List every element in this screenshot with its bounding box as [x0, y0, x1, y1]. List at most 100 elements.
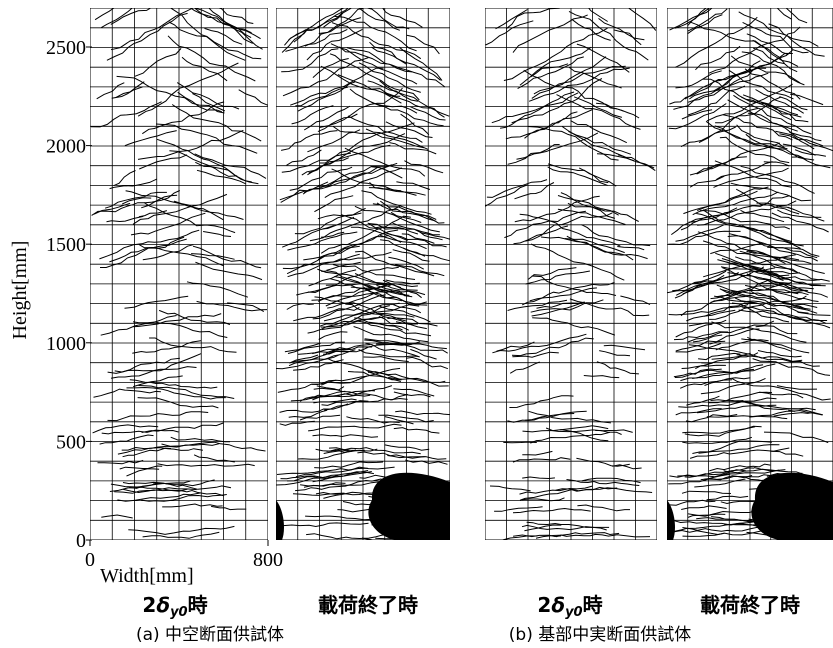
- crack: [167, 0, 253, 43]
- crack: [506, 112, 578, 139]
- crack: [509, 396, 573, 408]
- crack: [715, 161, 792, 188]
- crack: [568, 131, 631, 154]
- view-label-part: 時: [188, 593, 208, 617]
- view-label: 2δy0時: [142, 593, 207, 620]
- crack: [108, 412, 209, 421]
- y-tick-label: 1000: [46, 333, 86, 355]
- crack: [532, 303, 582, 316]
- specimen: [667, 0, 833, 540]
- crack: [527, 522, 610, 527]
- crack: [404, 161, 443, 173]
- crack: [95, 0, 142, 20]
- crack: [312, 368, 401, 384]
- crack: [569, 11, 648, 60]
- crack: [513, 15, 588, 53]
- crack: [525, 110, 593, 139]
- crack: [777, 210, 821, 218]
- crack: [101, 515, 132, 518]
- crack: [560, 426, 608, 430]
- crack: [331, 44, 417, 84]
- crack: [370, 182, 417, 195]
- crack: [133, 322, 227, 338]
- crack: [133, 194, 227, 224]
- spalling: [751, 473, 833, 540]
- crack: [739, 12, 825, 57]
- y-tick-label: 500: [56, 431, 86, 453]
- crack: [688, 73, 768, 102]
- view-label-part: y0: [170, 605, 188, 620]
- crack: [407, 35, 440, 54]
- crack: [772, 213, 829, 232]
- crack: [403, 248, 449, 261]
- crack: [720, 0, 807, 23]
- crack: [159, 310, 230, 324]
- crack: [507, 411, 586, 422]
- crack: [770, 451, 803, 456]
- crack: [287, 252, 391, 274]
- crack: [295, 87, 348, 106]
- spalling: [667, 500, 675, 540]
- crack: [792, 157, 830, 168]
- crack: [558, 196, 639, 222]
- crack: [764, 432, 828, 443]
- crack: [668, 231, 740, 244]
- crack: [92, 191, 180, 216]
- crack: [239, 90, 268, 106]
- crack: [314, 196, 353, 212]
- crack: [143, 245, 194, 260]
- view-label: 載荷終了時: [318, 593, 418, 617]
- crack: [111, 0, 163, 24]
- crack: [313, 435, 379, 437]
- crack: [284, 523, 369, 527]
- crack: [599, 351, 630, 356]
- crack: [562, 127, 655, 171]
- crack: [319, 332, 348, 340]
- crack: [281, 49, 338, 72]
- crack: [287, 150, 322, 165]
- crack: [94, 389, 161, 397]
- panel-caption: (a) 中空断面供試体: [136, 625, 284, 645]
- crack: [672, 271, 726, 291]
- crack: [370, 42, 441, 80]
- crack: [694, 479, 745, 487]
- crack: [388, 377, 449, 386]
- crack: [671, 208, 737, 235]
- crack: [308, 424, 401, 431]
- crack: [790, 94, 823, 104]
- crack: [737, 125, 785, 148]
- crack: [682, 437, 752, 443]
- crack: [692, 441, 772, 454]
- crack: [532, 318, 615, 335]
- crack: [334, 16, 416, 50]
- crack: [364, 340, 448, 353]
- crack: [514, 226, 568, 244]
- y-tick-label: 1500: [46, 234, 86, 256]
- crack: [91, 102, 162, 127]
- crack: [364, 357, 409, 362]
- x-axis-label: Width[mm]: [100, 565, 194, 587]
- specimen: [276, 0, 450, 542]
- crack: [108, 354, 202, 374]
- crack: [689, 345, 802, 362]
- crack: [512, 338, 594, 356]
- crack: [570, 299, 649, 316]
- crack: [548, 167, 608, 186]
- crack: [515, 196, 600, 221]
- crack: [395, 265, 444, 276]
- view-label-part: 2: [142, 593, 156, 617]
- crack: [118, 448, 203, 455]
- crack: [562, 0, 608, 22]
- crack: [111, 0, 206, 50]
- crack: [100, 435, 154, 444]
- crack: [102, 430, 179, 434]
- crack: [287, 304, 314, 310]
- crack: [699, 445, 780, 454]
- crack: [612, 465, 642, 469]
- crack: [117, 76, 225, 113]
- crack: [486, 21, 534, 45]
- crack: [192, 94, 225, 112]
- view-label: 載荷終了時: [700, 593, 800, 617]
- crack: [281, 131, 337, 151]
- crack: [117, 493, 200, 501]
